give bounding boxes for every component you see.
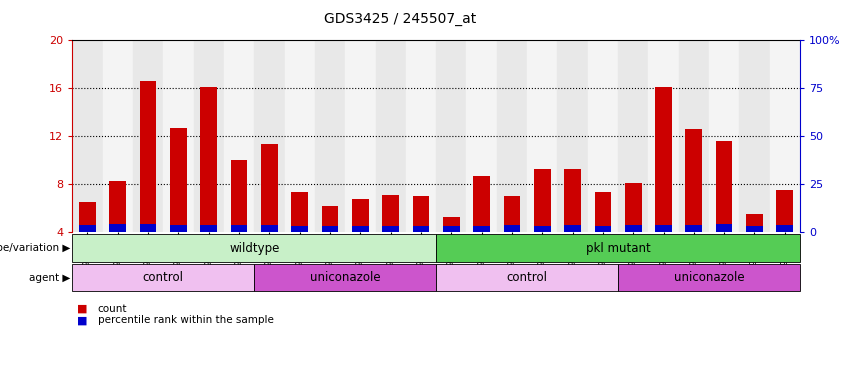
Text: ■: ■	[77, 315, 87, 325]
Text: genotype/variation ▶: genotype/variation ▶	[0, 243, 71, 253]
Bar	[224, 40, 254, 232]
Bar	[473, 176, 490, 232]
Bar	[776, 225, 793, 232]
Bar	[473, 226, 490, 232]
Bar	[686, 225, 702, 232]
Bar	[618, 264, 800, 291]
Bar	[170, 128, 186, 232]
Bar	[436, 40, 466, 232]
Bar	[231, 225, 248, 232]
Bar	[406, 40, 436, 232]
Bar	[163, 40, 193, 232]
Bar	[291, 192, 308, 232]
Bar	[79, 225, 96, 232]
Bar	[79, 202, 96, 232]
Bar	[746, 214, 762, 232]
Bar	[504, 225, 520, 232]
Bar	[170, 225, 186, 232]
Bar	[709, 40, 740, 232]
Bar	[648, 40, 678, 232]
Bar	[346, 40, 375, 232]
Bar	[254, 40, 284, 232]
Bar	[375, 40, 406, 232]
Bar	[254, 264, 436, 291]
Bar	[291, 226, 308, 232]
Bar	[352, 199, 368, 232]
Bar	[72, 40, 103, 232]
Bar	[527, 40, 557, 232]
Bar	[352, 226, 368, 232]
Bar	[315, 40, 346, 232]
Bar	[740, 40, 769, 232]
Text: uniconazole: uniconazole	[674, 271, 745, 284]
Bar	[231, 161, 248, 232]
Text: percentile rank within the sample: percentile rank within the sample	[98, 315, 274, 325]
Bar	[618, 40, 648, 232]
Text: agent ▶: agent ▶	[29, 273, 71, 283]
Bar	[322, 206, 339, 232]
Bar	[504, 196, 520, 232]
Bar	[769, 40, 800, 232]
Bar	[564, 169, 581, 232]
Bar	[534, 226, 551, 232]
Bar	[140, 224, 157, 232]
Text: control: control	[506, 271, 547, 284]
Bar	[413, 196, 429, 232]
Bar	[72, 264, 254, 291]
Bar	[716, 224, 733, 232]
Text: control: control	[143, 271, 184, 284]
Bar	[201, 225, 217, 232]
Bar	[746, 226, 762, 232]
Bar	[443, 226, 460, 232]
Bar	[284, 40, 315, 232]
Bar	[595, 226, 611, 232]
Bar	[382, 226, 399, 232]
Bar	[655, 87, 671, 232]
Bar	[776, 190, 793, 232]
Bar	[625, 183, 642, 232]
Text: uniconazole: uniconazole	[310, 271, 380, 284]
Bar	[686, 129, 702, 232]
Bar	[595, 192, 611, 232]
Text: wildtype: wildtype	[229, 242, 279, 255]
Bar	[322, 226, 339, 232]
Bar	[655, 225, 671, 232]
Bar	[133, 40, 163, 232]
Bar	[443, 217, 460, 232]
Bar	[466, 40, 497, 232]
Bar	[72, 234, 436, 262]
Bar	[382, 195, 399, 232]
Text: count: count	[98, 304, 128, 314]
Bar	[436, 234, 800, 262]
Bar	[413, 226, 429, 232]
Bar	[103, 40, 133, 232]
Bar	[564, 225, 581, 232]
Bar	[625, 225, 642, 232]
Bar	[716, 141, 733, 232]
Bar	[436, 264, 618, 291]
Bar	[193, 40, 224, 232]
Text: ■: ■	[77, 304, 87, 314]
Bar	[140, 81, 157, 232]
Bar	[261, 225, 277, 232]
Bar	[534, 169, 551, 232]
Text: pkl mutant: pkl mutant	[585, 242, 650, 255]
Text: GDS3425 / 245507_at: GDS3425 / 245507_at	[323, 12, 476, 25]
Bar	[588, 40, 618, 232]
Bar	[497, 40, 527, 232]
Bar	[557, 40, 588, 232]
Bar	[678, 40, 709, 232]
Bar	[110, 181, 126, 232]
Bar	[201, 87, 217, 232]
Bar	[110, 224, 126, 232]
Bar	[261, 144, 277, 232]
